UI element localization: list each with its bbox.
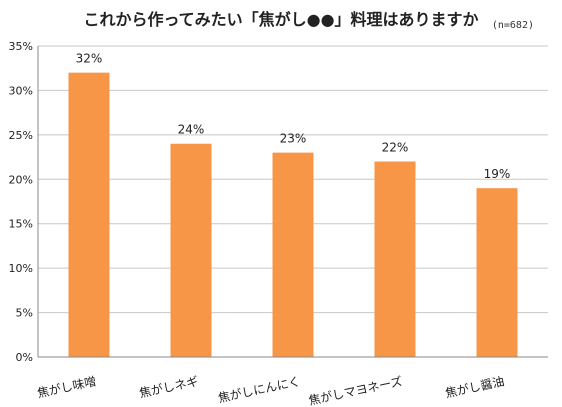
category-label: 焦がし醤油 — [444, 373, 506, 400]
sample-size-note: (n=682) — [491, 20, 534, 31]
data-label: 32% — [76, 52, 103, 66]
bar — [476, 188, 518, 357]
category-labels: 焦がし味噌 焦がしネギ 焦がしにんにく 焦がしマヨネーズ 焦がし醤油 — [36, 373, 506, 407]
category-label: 焦がし味噌 — [36, 373, 98, 400]
y-tick-label: 15% — [9, 218, 33, 231]
data-label: 24% — [178, 123, 205, 137]
axes — [37, 46, 548, 358]
y-tick-label: 5% — [16, 307, 33, 320]
y-axis-ticks: 0% 5% 10% 15% 20% 25% 30% 35% — [9, 40, 33, 364]
bar — [170, 143, 212, 357]
category-label: 焦がしマヨネーズ — [307, 373, 403, 407]
y-tick-label: 25% — [9, 129, 33, 142]
y-tick-label: 30% — [9, 84, 33, 97]
category-label: 焦がしネギ — [138, 373, 200, 400]
data-label: 22% — [382, 141, 409, 155]
bar — [374, 161, 416, 357]
y-tick-label: 10% — [9, 262, 33, 275]
y-tick-label: 35% — [9, 40, 33, 53]
bar — [68, 72, 110, 358]
y-tick-label: 0% — [16, 351, 33, 364]
y-tick-label: 20% — [9, 173, 33, 186]
data-label: 19% — [484, 167, 511, 181]
bar — [272, 152, 314, 357]
bars — [68, 72, 518, 358]
data-labels: 32% 24% 23% 22% 19% — [76, 52, 511, 182]
category-label: 焦がしにんにく — [217, 373, 302, 405]
chart-title: これから作ってみたい「焦がし●●」料理はありますか — [83, 10, 479, 29]
data-label: 23% — [280, 132, 307, 146]
